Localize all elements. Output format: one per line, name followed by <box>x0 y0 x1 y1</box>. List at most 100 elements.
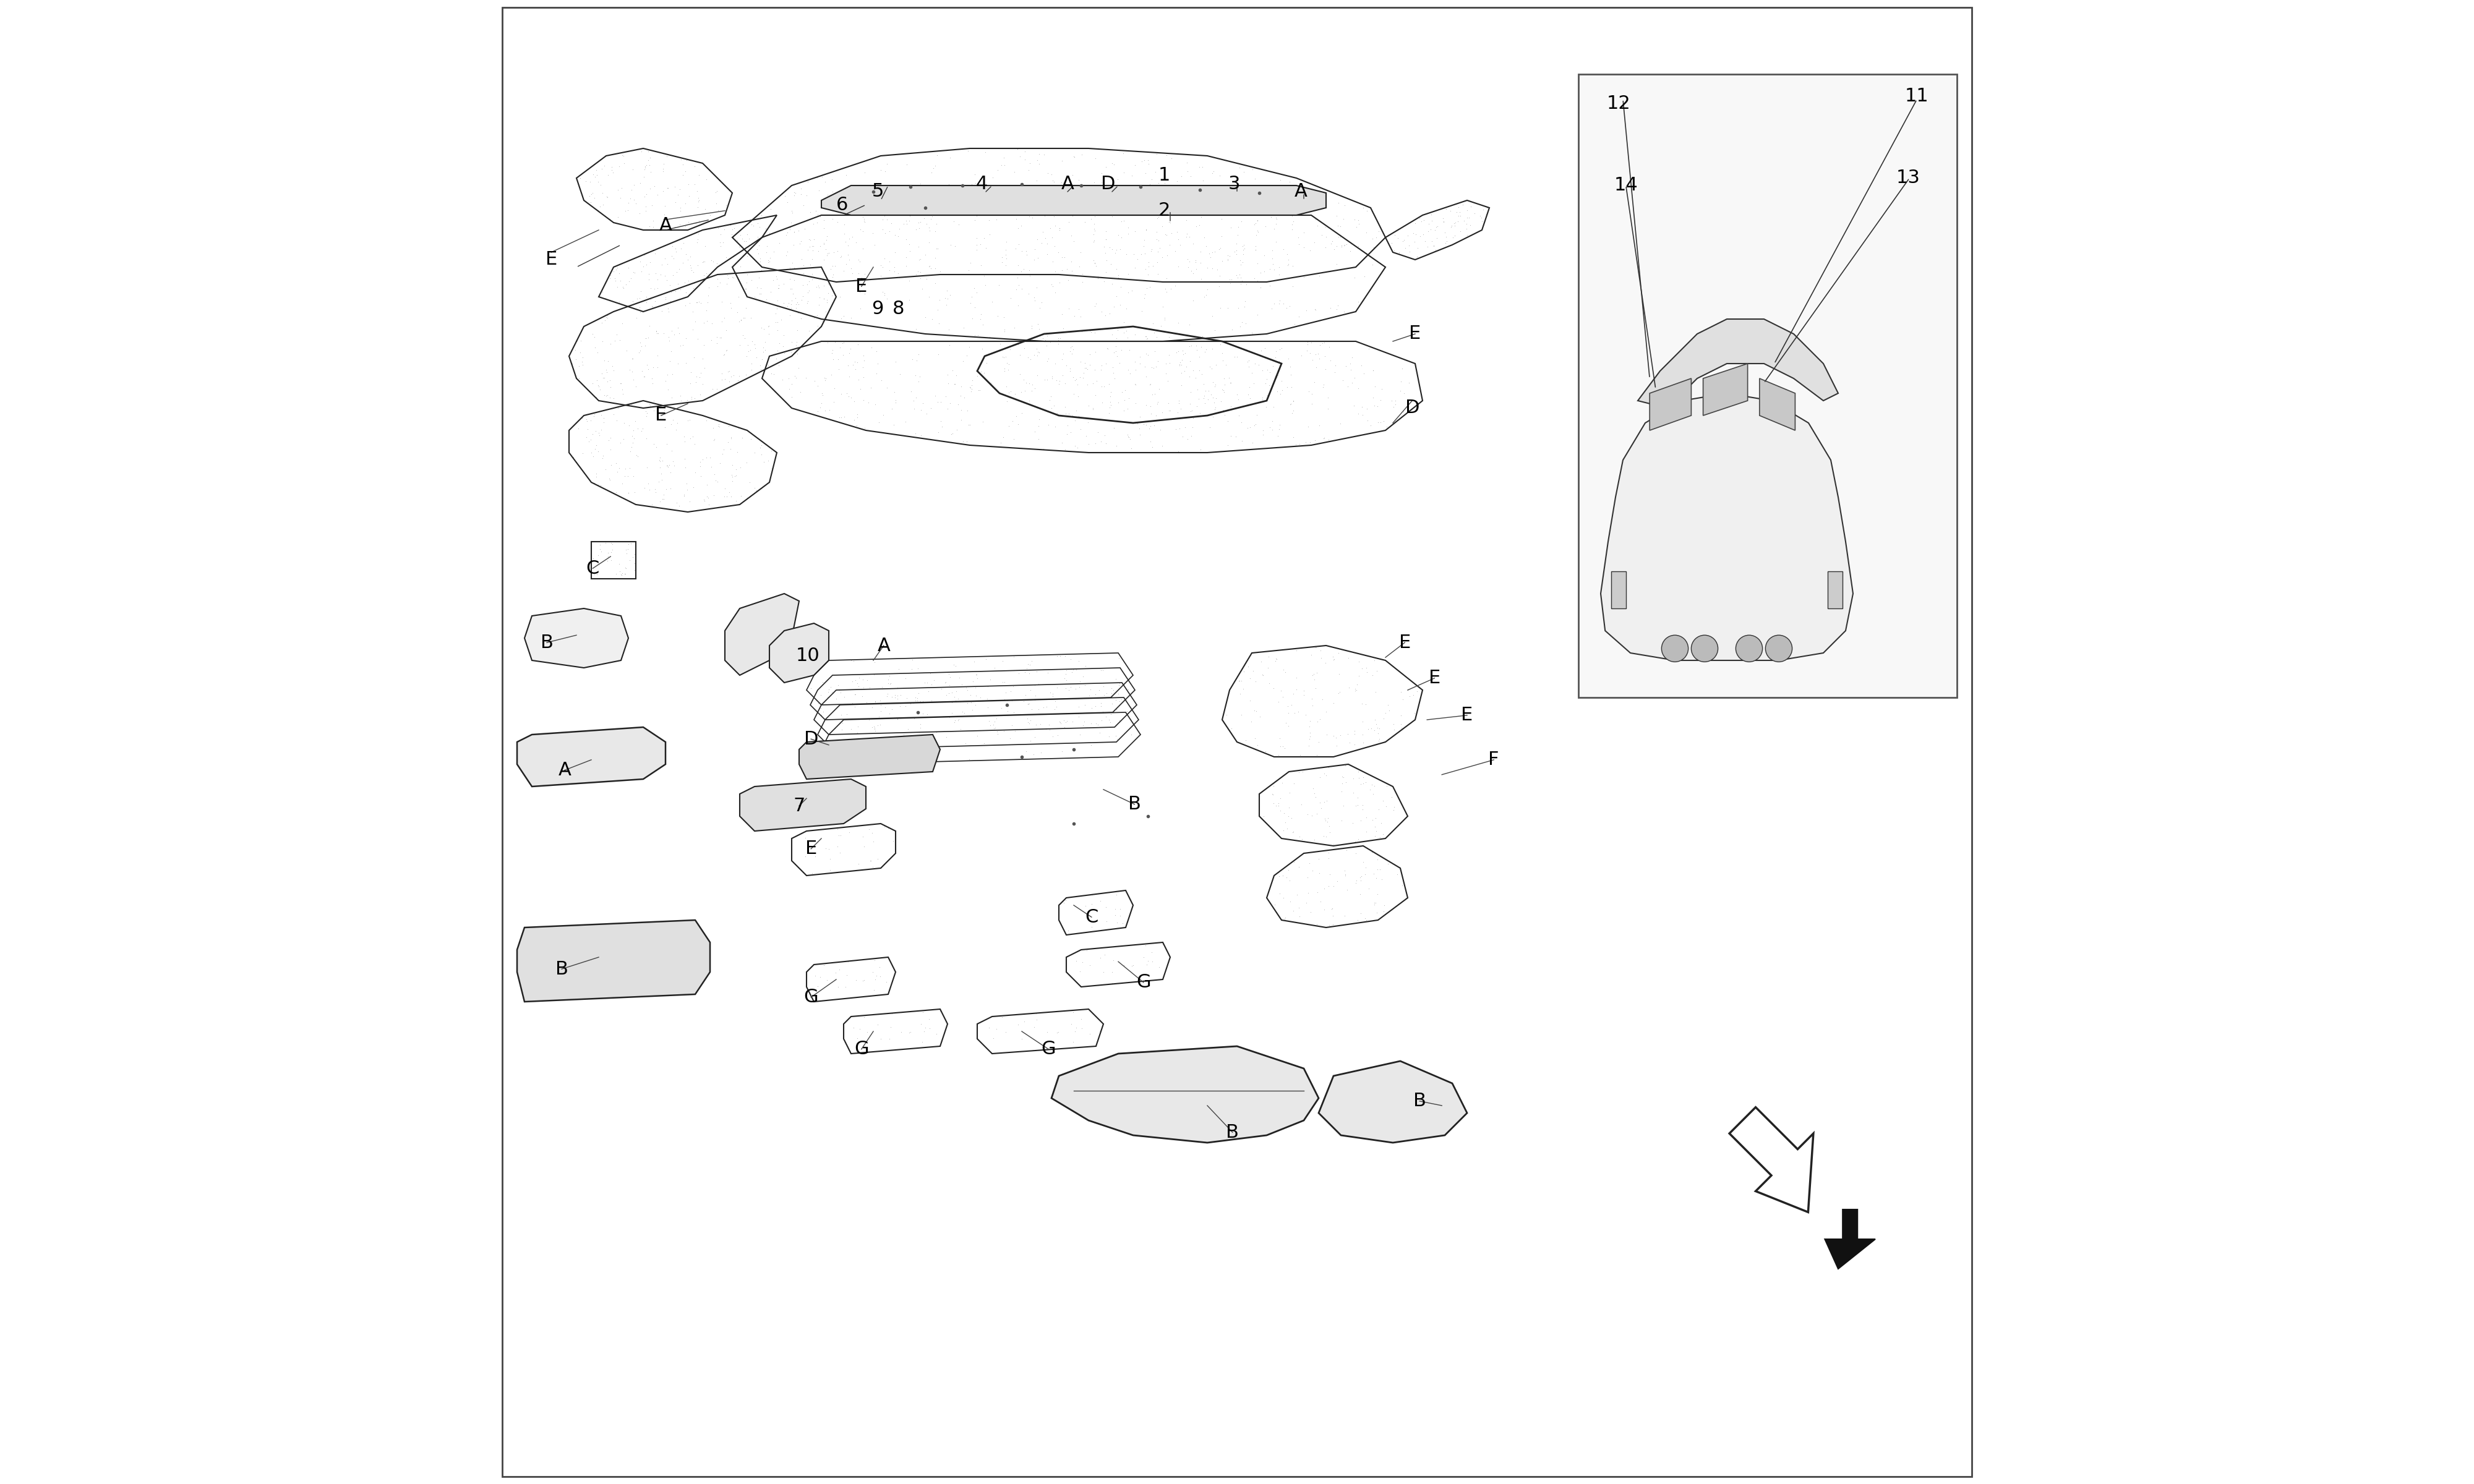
Point <box>1101 209 1141 233</box>
Point <box>1128 190 1168 214</box>
Point <box>670 254 710 278</box>
Point <box>633 295 673 319</box>
Point <box>928 196 967 220</box>
Point <box>586 303 626 326</box>
Point <box>1460 205 1499 229</box>
Point <box>933 680 972 703</box>
Point <box>1306 215 1346 239</box>
Point <box>1150 325 1190 349</box>
Point <box>836 683 876 706</box>
Point <box>1700 390 1739 414</box>
Point <box>1141 236 1180 260</box>
Point <box>685 263 725 286</box>
Point <box>1056 677 1096 700</box>
Point <box>651 289 690 313</box>
Point <box>1660 381 1700 405</box>
Point <box>1061 417 1101 441</box>
Point <box>606 539 646 562</box>
Point <box>1076 340 1116 364</box>
Point <box>1180 240 1220 264</box>
Point <box>1098 223 1138 246</box>
Point <box>955 171 995 194</box>
Point <box>844 197 883 221</box>
Point <box>1338 650 1378 674</box>
Point <box>866 815 905 838</box>
Point <box>814 206 854 230</box>
Point <box>581 310 621 334</box>
Point <box>871 1039 910 1063</box>
Point <box>881 733 920 757</box>
Point <box>1207 410 1247 433</box>
Point <box>1047 668 1086 692</box>
Point <box>1183 372 1222 396</box>
Point <box>1145 352 1185 375</box>
Point <box>1158 439 1197 463</box>
Point <box>950 683 990 706</box>
Point <box>1158 389 1197 413</box>
Point <box>802 383 841 407</box>
Point <box>863 675 903 699</box>
Point <box>997 278 1037 301</box>
Point <box>1094 356 1133 380</box>
Point <box>938 180 977 203</box>
Point <box>891 730 930 754</box>
Point <box>1064 261 1103 285</box>
Point <box>1452 194 1492 218</box>
Point <box>1274 426 1314 450</box>
Point <box>1326 904 1366 927</box>
Point <box>948 413 987 436</box>
Point <box>666 242 705 266</box>
Point <box>1655 375 1695 399</box>
Point <box>757 264 797 288</box>
Point <box>836 191 876 215</box>
Point <box>1150 276 1190 300</box>
Point <box>623 255 663 279</box>
Point <box>824 405 863 429</box>
Point <box>861 693 901 717</box>
Point <box>638 470 678 494</box>
Point <box>794 306 834 329</box>
Point <box>757 310 797 334</box>
Point <box>720 364 760 387</box>
Point <box>841 377 881 401</box>
Point <box>636 174 675 197</box>
Point <box>596 451 636 475</box>
Point <box>1299 708 1338 732</box>
Point <box>997 208 1037 232</box>
Point <box>1138 142 1178 166</box>
Point <box>1014 420 1054 444</box>
Point <box>1086 163 1126 187</box>
Point <box>799 307 839 331</box>
Point <box>1348 717 1388 741</box>
Point <box>666 352 705 375</box>
Point <box>1289 735 1329 758</box>
Point <box>680 464 720 488</box>
Point <box>658 352 698 375</box>
Point <box>1272 205 1311 229</box>
Point <box>1086 220 1126 243</box>
Point <box>930 705 970 729</box>
Point <box>1395 230 1435 254</box>
Point <box>1141 313 1180 337</box>
Point <box>1227 729 1267 752</box>
Point <box>836 405 876 429</box>
Point <box>1138 392 1178 416</box>
Point <box>1314 258 1353 282</box>
Point <box>849 675 888 699</box>
Point <box>1766 413 1806 436</box>
Point <box>670 255 710 279</box>
Point <box>1086 227 1126 251</box>
Point <box>698 199 737 223</box>
Point <box>898 687 938 711</box>
Point <box>1358 858 1398 881</box>
Point <box>732 269 772 292</box>
Point <box>722 307 762 331</box>
Point <box>1074 223 1113 246</box>
Point <box>591 565 631 589</box>
Point <box>804 208 844 232</box>
Point <box>1232 709 1272 733</box>
Point <box>1207 243 1247 267</box>
Point <box>898 689 938 712</box>
Point <box>881 362 920 386</box>
Point <box>1415 237 1455 261</box>
